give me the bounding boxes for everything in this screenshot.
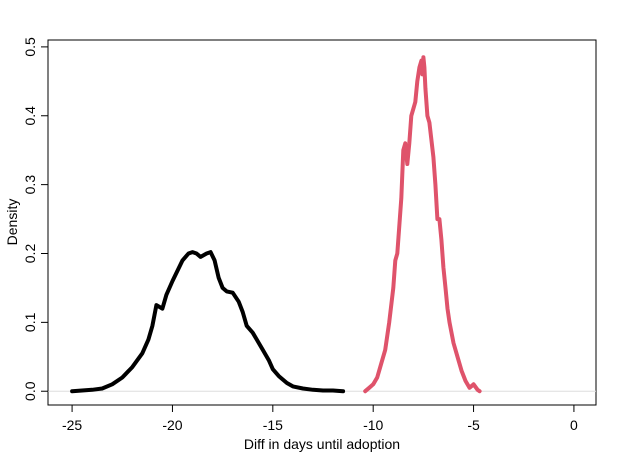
- y-tick-label: 0.4: [22, 106, 38, 126]
- x-tick-label: -5: [467, 417, 480, 433]
- y-axis-title: Density: [4, 199, 20, 246]
- x-tick-label: -25: [62, 417, 82, 433]
- y-tick-label: 0.0: [22, 381, 38, 401]
- y-tick-label: 0.2: [22, 244, 38, 264]
- x-tick-label: -20: [162, 417, 182, 433]
- x-axis-title: Diff in days until adoption: [244, 436, 400, 452]
- y-axis: 0.0 0.1 0.2 0.3 0.4 0.5: [22, 37, 49, 401]
- x-tick-label: -15: [263, 417, 283, 433]
- y-tick-label: 0.5: [22, 37, 38, 57]
- series-layer: [70, 55, 482, 394]
- x-tick-label: -10: [363, 417, 383, 433]
- x-axis: -25 -20 -15 -10 -5 0: [62, 404, 578, 433]
- y-tick-label: 0.3: [22, 175, 38, 195]
- plot-frame: [47, 39, 597, 406]
- y-tick-label: 0.1: [22, 312, 38, 332]
- x-tick-label: 0: [570, 417, 578, 433]
- density-curve-black: [70, 250, 346, 394]
- density-curve-red: [363, 55, 482, 394]
